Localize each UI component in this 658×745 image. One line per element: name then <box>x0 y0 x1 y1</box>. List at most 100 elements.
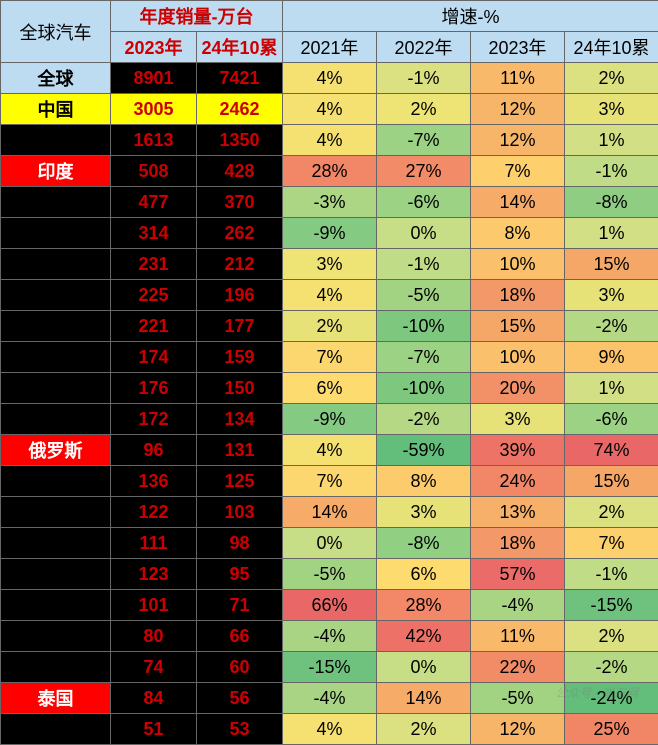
growth-cell: 4% <box>283 714 377 745</box>
sales-cell: 1350 <box>197 125 283 156</box>
sales-cell: 508 <box>111 156 197 187</box>
sales-cell: 174 <box>111 342 197 373</box>
growth-cell: 28% <box>283 156 377 187</box>
growth-cell: -7% <box>377 342 471 373</box>
growth-cell: -5% <box>377 280 471 311</box>
region-cell <box>1 342 111 373</box>
growth-cell: 18% <box>471 280 565 311</box>
growth-cell: 1% <box>565 373 658 404</box>
growth-cell: 13% <box>471 497 565 528</box>
region-cell <box>1 373 111 404</box>
growth-cell: -10% <box>377 311 471 342</box>
growth-cell: -24% <box>565 683 658 714</box>
table-row: 1361257%8%24%15% <box>1 466 658 497</box>
growth-cell: -2% <box>565 652 658 683</box>
growth-cell: 12% <box>471 94 565 125</box>
growth-cell: -5% <box>283 559 377 590</box>
sales-cell: 56 <box>197 683 283 714</box>
growth-cell: 4% <box>283 435 377 466</box>
growth-cell: 2% <box>565 621 658 652</box>
growth-cell: 0% <box>377 652 471 683</box>
sales-cell: 122 <box>111 497 197 528</box>
sales-cell: 7421 <box>197 63 283 94</box>
growth-cell: 1% <box>565 125 658 156</box>
growth-cell: -8% <box>377 528 471 559</box>
table-row: 中国300524624%2%12%3% <box>1 94 658 125</box>
sales-cell: 136 <box>111 466 197 497</box>
table-row: 51534%2%12%25% <box>1 714 658 745</box>
sales-cell: 3005 <box>111 94 197 125</box>
growth-cell: -4% <box>471 590 565 621</box>
sales-cell: 51 <box>111 714 197 745</box>
region-cell <box>1 311 111 342</box>
sales-cell: 60 <box>197 652 283 683</box>
growth-cell: 3% <box>283 249 377 280</box>
growth-cell: 1% <box>565 218 658 249</box>
sales-cell: 125 <box>197 466 283 497</box>
sales-cell: 66 <box>197 621 283 652</box>
table-row: 12395-5%6%57%-1% <box>1 559 658 590</box>
growth-cell: 10% <box>471 249 565 280</box>
growth-cell: 9% <box>565 342 658 373</box>
growth-cell: -59% <box>377 435 471 466</box>
growth-cell: 3% <box>565 280 658 311</box>
growth-cell: 4% <box>283 280 377 311</box>
header-growth-col: 2023年 <box>471 32 565 63</box>
growth-cell: 10% <box>471 342 565 373</box>
sales-cell: 8901 <box>111 63 197 94</box>
growth-cell: -15% <box>283 652 377 683</box>
growth-cell: 12% <box>471 714 565 745</box>
region-cell <box>1 497 111 528</box>
table-header: 全球汽车 年度销量-万台 增速-% 2023年 24年10累 2021年 202… <box>1 1 658 63</box>
region-cell <box>1 621 111 652</box>
growth-cell: 2% <box>283 311 377 342</box>
growth-cell: 15% <box>565 249 658 280</box>
table-row: 2211772%-10%15%-2% <box>1 311 658 342</box>
growth-cell: -8% <box>565 187 658 218</box>
table-row: 161313504%-7%12%1% <box>1 125 658 156</box>
region-cell <box>1 218 111 249</box>
sales-cell: 96 <box>111 435 197 466</box>
sales-cell: 71 <box>197 590 283 621</box>
growth-cell: 4% <box>283 63 377 94</box>
sales-cell: 131 <box>197 435 283 466</box>
sales-cell: 80 <box>111 621 197 652</box>
growth-cell: -1% <box>377 249 471 280</box>
growth-cell: 7% <box>565 528 658 559</box>
growth-cell: -5% <box>471 683 565 714</box>
sales-cell: 172 <box>111 404 197 435</box>
sales-cell: 101 <box>111 590 197 621</box>
growth-cell: -9% <box>283 218 377 249</box>
growth-cell: 20% <box>471 373 565 404</box>
header-growth-col: 2021年 <box>283 32 377 63</box>
growth-cell: -1% <box>565 559 658 590</box>
growth-cell: -4% <box>283 621 377 652</box>
growth-cell: 15% <box>471 311 565 342</box>
growth-cell: 3% <box>565 94 658 125</box>
header-region: 全球汽车 <box>1 1 111 63</box>
sales-cell: 134 <box>197 404 283 435</box>
growth-cell: -4% <box>283 683 377 714</box>
growth-cell: 4% <box>283 94 377 125</box>
growth-cell: 8% <box>471 218 565 249</box>
growth-cell: -7% <box>377 125 471 156</box>
sales-cell: 212 <box>197 249 283 280</box>
region-cell: 全球 <box>1 63 111 94</box>
header-sales-group: 年度销量-万台 <box>111 1 283 32</box>
table-row: 1741597%-7%10%9% <box>1 342 658 373</box>
sales-cell: 111 <box>111 528 197 559</box>
growth-cell: 12% <box>471 125 565 156</box>
sales-cell: 123 <box>111 559 197 590</box>
sales-cell: 95 <box>197 559 283 590</box>
growth-cell: 57% <box>471 559 565 590</box>
growth-cell: 7% <box>471 156 565 187</box>
sales-cell: 428 <box>197 156 283 187</box>
growth-cell: -1% <box>565 156 658 187</box>
growth-cell: -2% <box>377 404 471 435</box>
table-row: 111980%-8%18%7% <box>1 528 658 559</box>
header-growth-group: 增速-% <box>283 1 658 32</box>
growth-cell: 42% <box>377 621 471 652</box>
growth-cell: 66% <box>283 590 377 621</box>
table-row: 7460-15%0%22%-2% <box>1 652 658 683</box>
growth-cell: 15% <box>565 466 658 497</box>
